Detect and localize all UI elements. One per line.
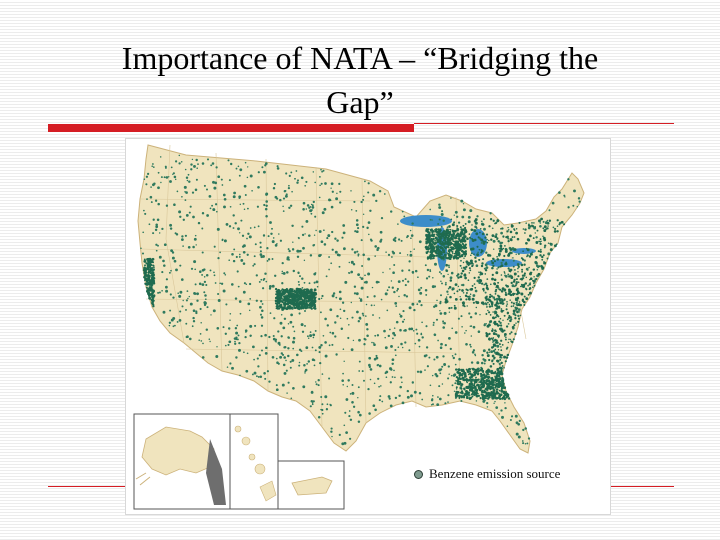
inset-alaska	[133, 413, 231, 510]
benzene-map	[133, 144, 585, 510]
inset-puerto-rico	[277, 460, 345, 510]
title-underline-thin	[414, 123, 674, 124]
emission-source-marker-icon	[414, 469, 423, 479]
title-underline-thick	[48, 124, 414, 132]
conus-map	[137, 144, 585, 454]
map-legend: Benzene emission source	[414, 466, 560, 482]
slide-title: Importance of NATA – “Bridging the Gap”	[40, 36, 680, 124]
map-figure: Benzene emission source	[125, 138, 611, 515]
inset-hawaii	[229, 413, 279, 510]
title-line-1: Importance of NATA – “Bridging the	[121, 40, 599, 76]
title-line-2: Gap”	[326, 84, 394, 120]
footer-rule-right	[611, 486, 674, 487]
emission-dots	[140, 154, 581, 446]
footer-rule-left	[48, 486, 126, 487]
legend-label: Benzene emission source	[429, 466, 561, 481]
